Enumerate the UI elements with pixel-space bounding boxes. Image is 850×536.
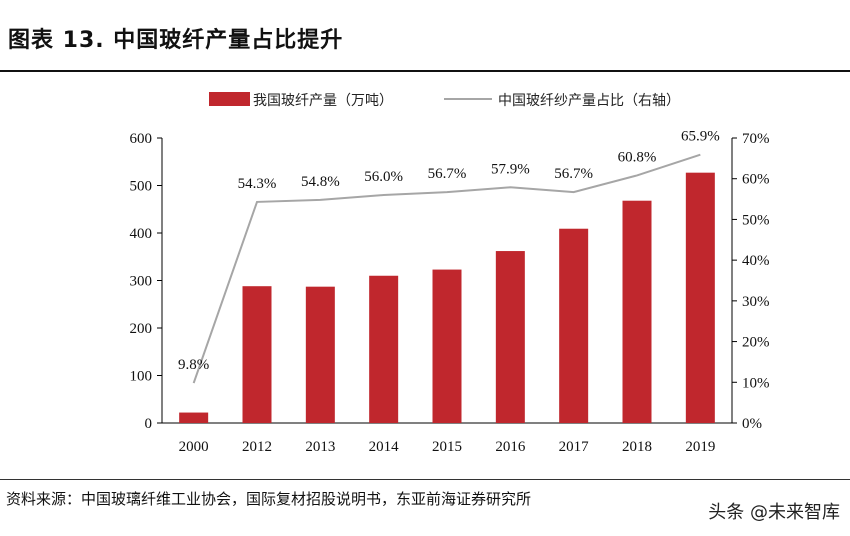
legend-bar-label: 我国玻纤产量（万吨） [253,93,393,109]
bar-2014 [369,275,399,423]
y-left-tick-label: 600 [130,131,153,147]
bar-2016 [495,251,525,423]
x-tick-label: 2013 [305,439,335,455]
line-data-label: 56.7% [554,166,593,182]
chart-svg: 我国玻纤产量（万吨） 中国玻纤纱产量占比（右轴） 0 100 200 300 400 500 6… [130,92,770,455]
y-right-tick-label: 30% [742,294,770,310]
chart-title: 图表 13. 中国玻纤产量占比提升 [8,28,344,53]
y-left-tick-label: 500 [130,179,153,195]
y-right-tick-label: 40% [742,253,770,269]
y-right-tick-label: 20% [742,335,770,351]
bar-2018 [622,200,652,423]
y-right-tick-label: 60% [742,172,770,188]
x-tick-label: 2000 [179,439,209,455]
x-tick-label: 2015 [432,439,462,455]
x-tick-label: 2017 [559,439,590,455]
watermark: 头条 @未来智库 [708,502,840,523]
legend-bar-swatch [209,92,250,106]
y-right-tick-label: 10% [742,375,770,391]
y-left-tick-label: 0 [145,416,153,432]
line-data-label: 56.7% [428,166,467,182]
legend-line-label: 中国玻纤纱产量占比（右轴） [498,93,680,109]
line-data-label: 60.8% [618,149,657,165]
y-left-tick-label: 400 [130,226,153,242]
line-data-label: 54.3% [238,176,277,192]
x-tick-label: 2012 [242,439,272,455]
line-data-label: 54.8% [301,174,340,190]
share-line [192,153,701,384]
x-tick-label: 2019 [685,439,715,455]
x-tick-label: 2016 [495,439,526,455]
x-tick-label: 2014 [369,439,400,455]
line-data-label: 65.9% [681,129,720,145]
y-right-tick-label: 70% [742,131,770,147]
title-divider [0,70,850,72]
y-left-tick-label: 200 [130,321,153,337]
bar-2017 [559,228,589,423]
line-data-label: 57.9% [491,161,530,177]
source-note: 资料来源：中国玻璃纤维工业协会，国际复材招股说明书，东亚前海证券研究所 [6,490,532,508]
bar-2013 [305,286,335,423]
y-left-tick-label: 100 [130,369,153,385]
line-data-label: 9.8% [178,357,209,373]
footer-divider [0,479,850,480]
y-left-tick-label: 300 [130,274,153,290]
y-right-tick-label: 0% [742,416,762,432]
bar-2015 [432,269,462,423]
y-right-tick-label: 50% [742,212,770,228]
bar-2012 [242,286,272,423]
bar-2000 [179,412,209,423]
bar-2019 [685,172,715,423]
x-tick-label: 2018 [622,439,652,455]
line-data-label: 56.0% [364,169,403,185]
